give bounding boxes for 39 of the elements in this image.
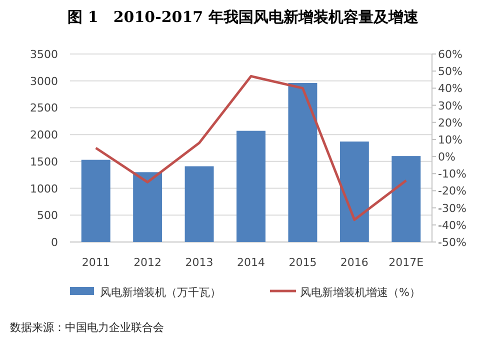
y2-tick-label: 40%: [438, 82, 462, 96]
y2-tick-label: -40%: [438, 218, 466, 232]
legend-label: 风电新增装机（万千瓦）: [100, 286, 221, 299]
y2-tick-label: 30%: [438, 99, 462, 112]
y2-tick-label: 0%: [438, 150, 456, 164]
y2-tick-label: -50%: [438, 236, 466, 249]
bar: [81, 160, 110, 242]
x-tick-label: 2013: [185, 256, 214, 269]
x-tick-label: 2011: [82, 256, 110, 269]
x-tick-label: 2016: [340, 256, 368, 269]
bar: [340, 142, 369, 242]
chart-title: 图 1 2010-2017 年我国风电新增装机容量及增速: [68, 8, 420, 26]
y2-tick-label: 50%: [438, 65, 462, 78]
y2-tick-label: -30%: [438, 202, 466, 215]
y2-tick-label: -10%: [438, 168, 466, 181]
x-tick-label: 2012: [134, 256, 162, 269]
bar: [133, 172, 162, 242]
y-tick-label: 3500: [30, 48, 58, 61]
y-tick-label: 0: [51, 236, 58, 249]
y-tick-label: 2000: [30, 128, 58, 142]
y-tick-label: 2500: [30, 102, 58, 115]
line-series: [94, 74, 408, 222]
bar: [236, 130, 266, 242]
x-tick-label: 2017E: [388, 256, 424, 269]
bar: [392, 156, 421, 242]
bar: [184, 166, 214, 242]
y-tick-label: 1000: [30, 182, 58, 196]
y2-tick-label: 20%: [438, 116, 462, 130]
x-tick-label: 2015: [288, 256, 317, 269]
y-tick-label: 1500: [30, 155, 58, 168]
bar: [288, 83, 318, 242]
y2-tick-label: -20%: [438, 184, 466, 198]
source-note: 数据来源：中国电力企业联合会: [10, 321, 164, 334]
y-tick-label: 500: [37, 209, 58, 222]
y-tick-label: 3000: [30, 74, 58, 88]
legend-label: 风电新增装机增速（%）: [300, 286, 420, 299]
y2-tick-label: 10%: [438, 133, 462, 146]
x-tick-label: 2014: [237, 256, 265, 269]
y2-tick-label: 60%: [438, 48, 462, 61]
